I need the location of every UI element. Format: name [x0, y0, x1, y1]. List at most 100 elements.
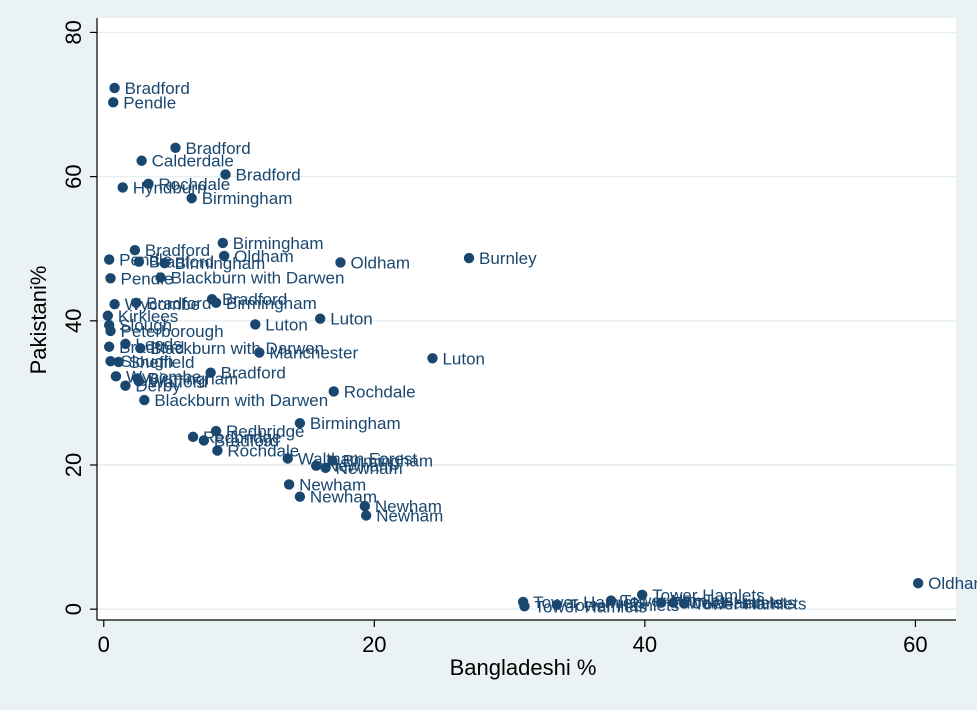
y-tick-label: 0 — [61, 603, 86, 615]
data-point — [105, 273, 116, 284]
point-label: Luton — [442, 349, 485, 368]
data-point — [519, 601, 530, 612]
data-point — [320, 462, 331, 474]
data-point — [335, 257, 346, 268]
point-label: Derby — [135, 377, 181, 396]
data-point — [120, 338, 131, 350]
data-point — [139, 394, 150, 406]
point-label: Newham — [375, 497, 442, 516]
point-label: Newham — [299, 475, 366, 494]
tick-layer: 0 20 40 60 80 0 20 40 60 — [61, 20, 928, 657]
point-label: Bradford — [236, 165, 301, 184]
point-label: Newham — [310, 488, 377, 507]
y-tick-label: 60 — [61, 164, 86, 188]
grid-layer — [97, 31, 956, 610]
y-tick-label: 80 — [61, 20, 86, 44]
point-label: Hyndburn — [133, 178, 207, 197]
data-point — [217, 237, 229, 249]
x-tick-label: 0 — [98, 632, 110, 657]
data-point — [212, 445, 223, 456]
data-point — [110, 371, 122, 382]
point-label: Sheffield — [129, 353, 195, 372]
data-point — [668, 597, 679, 608]
point-label: Bradford — [146, 294, 211, 313]
point-label: Birmingham — [226, 294, 317, 313]
point-label: Pendle — [119, 251, 172, 270]
data-point — [254, 347, 265, 358]
x-tick-label: 60 — [903, 632, 927, 657]
data-point — [427, 353, 438, 364]
y-tick-label: 40 — [61, 309, 86, 333]
point-label: Birmingham — [148, 369, 239, 388]
point-label: Pendle — [123, 93, 176, 112]
point-label: Tower Hamlets — [683, 594, 795, 613]
point-label: Wycombe — [126, 367, 201, 386]
point-label: Luton — [330, 310, 373, 329]
data-point — [463, 252, 475, 264]
plot-area — [97, 18, 956, 620]
point-label: Birmingham — [233, 234, 324, 253]
data-point — [120, 380, 131, 391]
point-label: Bradford — [214, 431, 279, 450]
point-label: Tower Hamlets — [671, 594, 783, 613]
y-axis-title: Pakistani% — [26, 266, 51, 375]
data-point — [360, 510, 372, 521]
data-point — [133, 256, 145, 267]
data-point — [283, 479, 295, 490]
point-label: Pendle — [121, 269, 174, 288]
data-point — [315, 313, 326, 324]
data-point — [105, 355, 116, 367]
point-label: Bradford — [125, 79, 190, 98]
data-point — [198, 435, 210, 446]
point-label: Kirklees — [118, 307, 178, 326]
data-point — [294, 491, 306, 502]
data-point — [103, 341, 115, 352]
point-label: Oldham — [350, 253, 410, 272]
data-point — [205, 367, 216, 378]
point-label: Watford — [149, 372, 208, 391]
data-point — [218, 250, 230, 262]
data-point — [605, 595, 617, 606]
data-point — [108, 97, 119, 108]
data-point — [131, 297, 142, 308]
point-label: Newham — [326, 457, 393, 476]
data-point — [109, 299, 120, 310]
point-label: Leeds — [135, 335, 181, 354]
data-point — [129, 244, 141, 256]
data-point — [117, 182, 128, 193]
point-label: Newham — [336, 459, 403, 478]
x-tick-label: 40 — [633, 632, 657, 657]
data-point — [102, 310, 114, 321]
data-point — [310, 460, 322, 471]
data-point — [155, 272, 166, 283]
point-label: Rochdale — [158, 175, 230, 194]
point-label: Oldham — [234, 247, 294, 266]
data-point — [282, 453, 293, 464]
data-point — [109, 82, 120, 94]
data-point — [103, 254, 115, 265]
data-point — [170, 142, 181, 153]
point-label: Rochdale — [344, 382, 416, 401]
data-point — [113, 356, 124, 368]
axis-layer — [96, 18, 956, 621]
data-point — [186, 193, 197, 204]
point-label: Birmingham — [342, 452, 433, 471]
point-label: Bradford — [222, 290, 287, 309]
data-point — [250, 319, 261, 330]
data-point — [133, 376, 145, 387]
data-point — [187, 431, 199, 443]
data-point — [636, 589, 648, 600]
point-label: Slough — [119, 316, 172, 335]
data-point — [678, 598, 690, 609]
point-label: Redbridge — [226, 422, 304, 441]
point-label: Manchester — [269, 344, 358, 363]
point-label: Tower Hamlets — [567, 596, 679, 615]
data-point — [210, 297, 222, 308]
point-label: Tower Hamlets — [694, 594, 806, 613]
data-point — [135, 342, 146, 354]
data-point — [359, 500, 371, 512]
point-label: Redbridge — [203, 428, 281, 447]
data-point — [328, 386, 339, 397]
data-point — [220, 169, 231, 180]
